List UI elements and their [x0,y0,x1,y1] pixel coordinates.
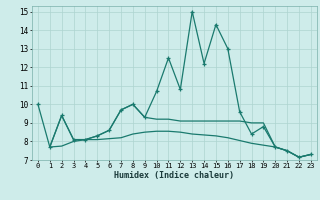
X-axis label: Humidex (Indice chaleur): Humidex (Indice chaleur) [115,171,234,180]
